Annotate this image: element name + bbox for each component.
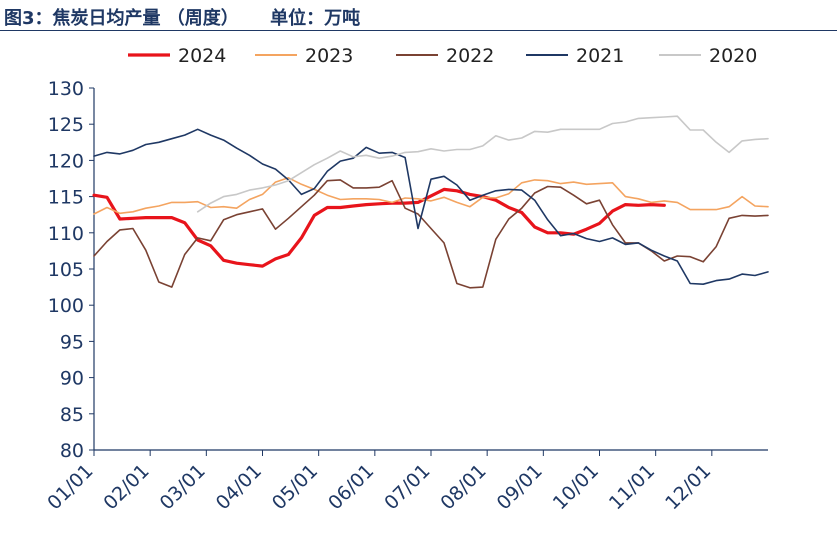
series-line-2020 — [196, 115, 769, 213]
legend-label-2020: 2020 — [709, 45, 757, 67]
x-tick-label: 06/01 — [324, 460, 378, 514]
y-tick-label: 105 — [48, 259, 84, 281]
y-tick-label: 100 — [48, 295, 84, 317]
chart-title: 图3：焦炭日均产量 （周度） 单位：万吨 — [4, 8, 361, 29]
legend-label-2022: 2022 — [446, 45, 494, 67]
x-tick-label: 04/01 — [212, 460, 266, 514]
y-tick-label: 125 — [48, 114, 84, 136]
y-tick-label: 80 — [60, 440, 84, 462]
series-line-2022 — [93, 179, 769, 289]
y-tick-label: 110 — [48, 223, 84, 245]
x-tick-label: 02/01 — [99, 460, 153, 514]
y-tick-label: 130 — [48, 78, 84, 100]
x-tick-label: 05/01 — [268, 460, 322, 514]
x-tick-label: 09/01 — [493, 460, 547, 514]
x-tick-label: 03/01 — [156, 460, 210, 514]
x-tick-label: 10/01 — [549, 460, 603, 514]
y-tick-label: 115 — [48, 187, 84, 209]
series-line-2024 — [92, 187, 666, 268]
x-tick-label: 01/01 — [43, 460, 97, 514]
x-tick-label: 12/01 — [661, 460, 715, 514]
legend-label-2023: 2023 — [305, 45, 353, 67]
x-tick-label: 08/01 — [436, 460, 490, 514]
x-tick-label: 11/01 — [605, 460, 659, 514]
legend-label-2024: 2024 — [178, 45, 226, 67]
series-line-2021 — [93, 128, 769, 286]
y-tick-label: 85 — [60, 404, 84, 426]
title-divider — [0, 30, 837, 31]
y-tick-label: 120 — [48, 150, 84, 172]
x-tick-label: 07/01 — [380, 460, 434, 514]
y-tick-label: 90 — [60, 368, 84, 390]
y-tick-label: 95 — [60, 331, 84, 353]
legend-label-2021: 2021 — [576, 45, 624, 67]
